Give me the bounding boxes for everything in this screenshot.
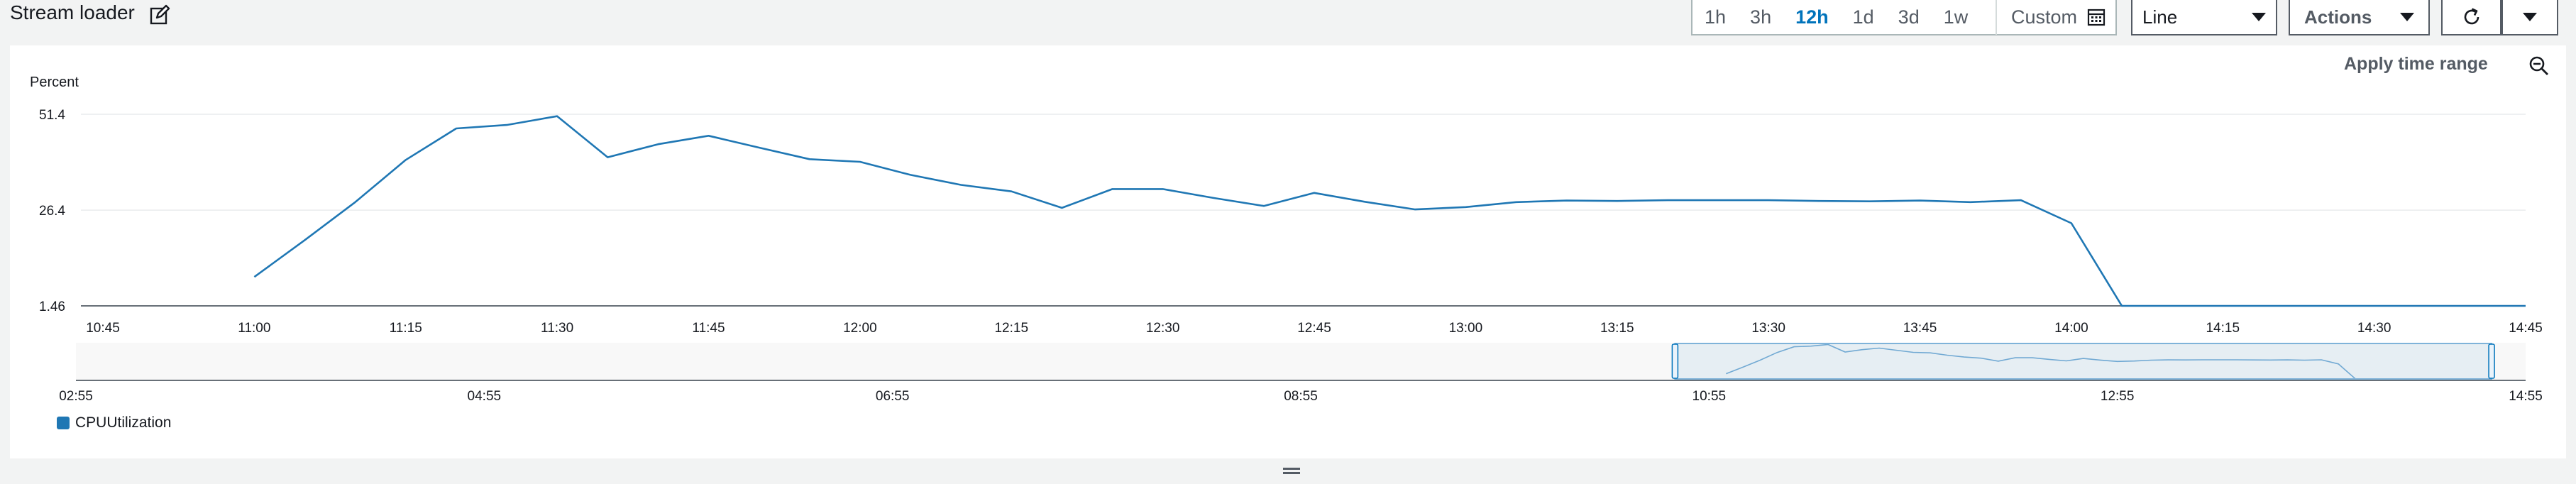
overview-x-tick-label: 12:55: [2101, 389, 2135, 404]
overview-selection-brush: [1674, 343, 2493, 380]
overview-x-tick-label: 10:55: [1692, 389, 1727, 404]
apply-time-range-button[interactable]: Apply time range: [2344, 54, 2488, 74]
graph-type-dropdown[interactable]: Line: [2131, 0, 2277, 35]
overview-x-tick-label: 04:55: [468, 389, 502, 404]
x-tick-label: 10:45: [86, 321, 120, 336]
y-tick-label: 51.4: [39, 108, 65, 123]
brush-handle: [1671, 343, 1679, 379]
calendar-icon: [2087, 9, 2106, 26]
x-tick-label: 12:15: [994, 321, 1028, 336]
x-tick-label: 13:45: [1903, 321, 1937, 336]
x-tick-label: 11:45: [692, 321, 725, 336]
x-tick-label: 12:00: [843, 321, 877, 336]
x-tick-label: 14:30: [2357, 321, 2391, 336]
overview-x-tick-label: 14:55: [2509, 389, 2543, 404]
y-axis-label: Percent: [30, 75, 79, 90]
caret-down-icon: [2400, 13, 2414, 21]
x-tick-label: 11:30: [541, 321, 573, 336]
overview-x-tick-label: 06:55: [876, 389, 910, 404]
caret-down-icon: [2252, 13, 2266, 21]
y-tick-label: 1.46: [39, 299, 65, 314]
y-tick-label: 26.4: [39, 204, 65, 219]
custom-range-label: Custom: [2010, 6, 2077, 28]
x-tick-label: 14:00: [2054, 321, 2088, 336]
refresh-button[interactable]: [2441, 0, 2501, 35]
x-tick-label: 11:15: [390, 321, 422, 336]
time-range-1w[interactable]: 1w: [1943, 6, 1969, 28]
widget-title: Stream loader: [10, 1, 135, 23]
overview-x-tick-label: 02:55: [59, 389, 93, 404]
zoom-out-icon[interactable]: [2528, 55, 2550, 77]
time-range-3h[interactable]: 3h: [1750, 6, 1772, 28]
x-tick-label: 12:30: [1146, 321, 1180, 336]
widget-header: Stream loader 1h 3h 12h 1d 3d 1w Custom Line A…: [0, 0, 2576, 41]
time-range-1d[interactable]: 1d: [1852, 6, 1874, 28]
legend-swatch: [57, 417, 70, 429]
series-line-cpuutilization: [253, 115, 2526, 307]
actions-label: Actions: [2304, 6, 2372, 28]
caret-down-icon: [2523, 13, 2537, 21]
legend-label: CPUUtilization: [75, 414, 172, 431]
time-range-3d[interactable]: 3d: [1898, 6, 1920, 28]
x-tick-label: 14:45: [2509, 321, 2543, 336]
brush-handle: [2488, 343, 2495, 379]
refresh-icon: [2464, 8, 2479, 25]
resize-handle[interactable]: [1283, 466, 1300, 477]
time-range-selector: 1h 3h 12h 1d 3d 1w Custom: [1691, 0, 2117, 35]
custom-range-button[interactable]: Custom: [1995, 0, 2115, 35]
x-tick-label: 12:45: [1297, 321, 1331, 336]
x-tick-label: 14:15: [2206, 321, 2240, 336]
x-tick-label: 11:00: [238, 321, 270, 336]
edit-icon[interactable]: [149, 4, 170, 26]
refresh-options-dropdown[interactable]: [2501, 0, 2558, 35]
graph-panel: Percent 51.4 26.4 1.46 10:45 11:00 11:15 11:30 1…: [10, 45, 2566, 458]
time-range-12h[interactable]: 12h: [1795, 6, 1829, 28]
overview-x-tick-label: 08:55: [1284, 389, 1318, 404]
line-chart: Percent 51.4 26.4 1.46 10:45 11:00 11:15 11:30 1…: [30, 75, 2543, 404]
x-tick-label: 13:15: [1600, 321, 1634, 336]
graph-type-value: Line: [2142, 6, 2178, 28]
time-range-1h[interactable]: 1h: [1705, 6, 1727, 28]
x-tick-label: 13:00: [1449, 321, 1483, 336]
actions-dropdown[interactable]: Actions: [2289, 0, 2430, 35]
x-tick-label: 13:30: [1751, 321, 1785, 336]
legend-item[interactable]: CPUUtilization: [57, 414, 171, 431]
